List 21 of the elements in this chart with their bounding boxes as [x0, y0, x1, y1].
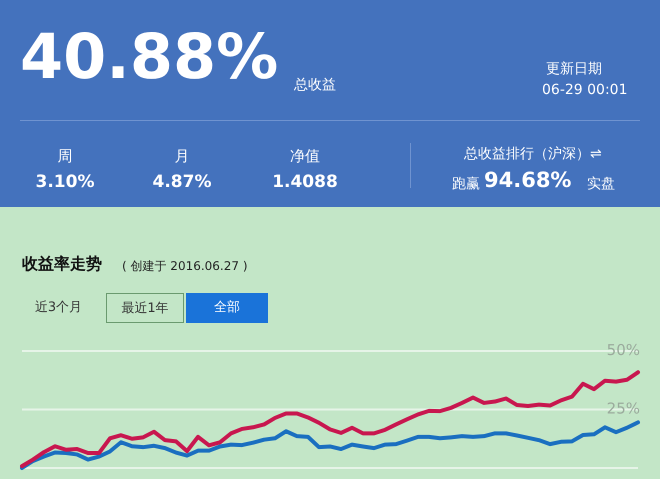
text: 3.10% [34, 172, 96, 192]
text: 最近1年 [106, 293, 184, 323]
text: 实盘 [587, 175, 615, 193]
text: 总收益 [294, 76, 336, 94]
y-tick-label: 25% [606, 399, 640, 418]
text: 净值 [289, 147, 321, 166]
text: 月 [174, 147, 190, 166]
text: 总收益排行（沪深）⇌ [464, 145, 602, 163]
text: 94.68% [484, 168, 572, 192]
text: 4.87% [152, 172, 212, 192]
chart-subtitle: ( 创建于 2016.06.27 ) [122, 258, 248, 275]
text: 全部 [186, 293, 268, 323]
text: 1.4088 [271, 172, 339, 192]
y-tick-label: 50% [606, 340, 640, 359]
text: 周 [56, 147, 74, 166]
text: 更新日期 [546, 60, 602, 78]
text: 跑赢 [452, 175, 480, 193]
text: 06-29 00:01 [542, 82, 628, 98]
text: 近3个月 [34, 299, 84, 317]
text: 40.88% [20, 20, 278, 93]
chart-title: 收益率走势 [22, 254, 102, 275]
